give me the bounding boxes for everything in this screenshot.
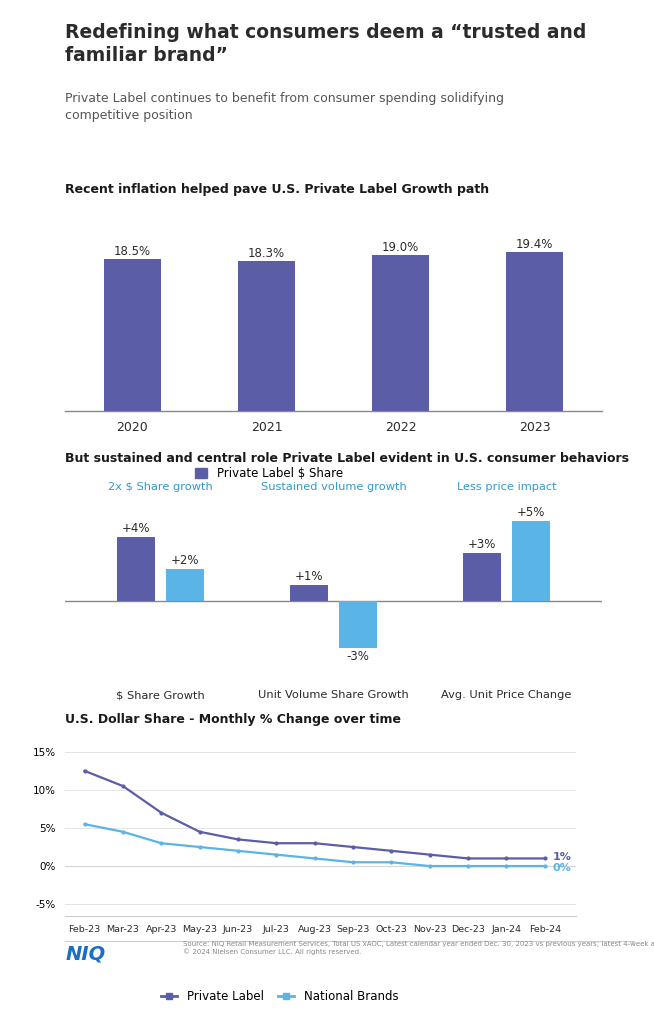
Text: Source: NIQ Retail Measurement Services, Total US xAOC, Latest calendar year end: Source: NIQ Retail Measurement Services,… <box>183 940 654 955</box>
Text: +4%: +4% <box>122 522 150 535</box>
Text: Redefining what consumers deem a “trusted and
familiar brand”: Redefining what consumers deem a “truste… <box>65 23 587 65</box>
Text: 18.3%: 18.3% <box>248 247 285 260</box>
Text: Recent inflation helped pave U.S. Private Label Growth path: Recent inflation helped pave U.S. Privat… <box>65 183 490 196</box>
Text: Private Label continues to benefit from consumer spending solidifying
competitiv: Private Label continues to benefit from … <box>65 92 504 122</box>
Text: NIQ: NIQ <box>65 944 106 964</box>
Text: 19.0%: 19.0% <box>382 241 419 255</box>
Text: 19.4%: 19.4% <box>516 238 553 251</box>
Legend: Private Label $ Share: Private Label $ Share <box>191 462 347 485</box>
Bar <box>463 552 502 601</box>
Bar <box>339 601 377 649</box>
Bar <box>506 252 563 411</box>
Bar <box>511 521 550 601</box>
Text: 18.5%: 18.5% <box>114 246 151 259</box>
Text: -3%: -3% <box>347 650 370 663</box>
Text: But sustained and central role Private Label evident in U.S. consumer behaviors: But sustained and central role Private L… <box>65 452 629 465</box>
Bar <box>117 537 156 601</box>
Text: U.S. Dollar Share - Monthly % Change over time: U.S. Dollar Share - Monthly % Change ove… <box>65 713 402 726</box>
Text: 2x $ Share growth: 2x $ Share growth <box>108 482 213 492</box>
Text: 1%: 1% <box>553 852 572 862</box>
Text: +1%: +1% <box>295 570 324 583</box>
Text: Sustained volume growth: Sustained volume growth <box>261 482 406 492</box>
Text: Less price impact: Less price impact <box>456 482 557 492</box>
Legend: Private Label, National Brands: Private Label, National Brands <box>172 740 409 762</box>
Bar <box>238 261 295 411</box>
Text: +2%: +2% <box>171 554 199 567</box>
Bar <box>104 259 161 411</box>
Bar <box>372 255 429 411</box>
Text: +3%: +3% <box>468 538 496 551</box>
Legend: Private Label, National Brands: Private Label, National Brands <box>156 986 404 1008</box>
Bar <box>290 584 328 601</box>
Text: +5%: +5% <box>517 506 545 519</box>
Bar <box>165 569 204 601</box>
Text: 0%: 0% <box>553 863 571 874</box>
